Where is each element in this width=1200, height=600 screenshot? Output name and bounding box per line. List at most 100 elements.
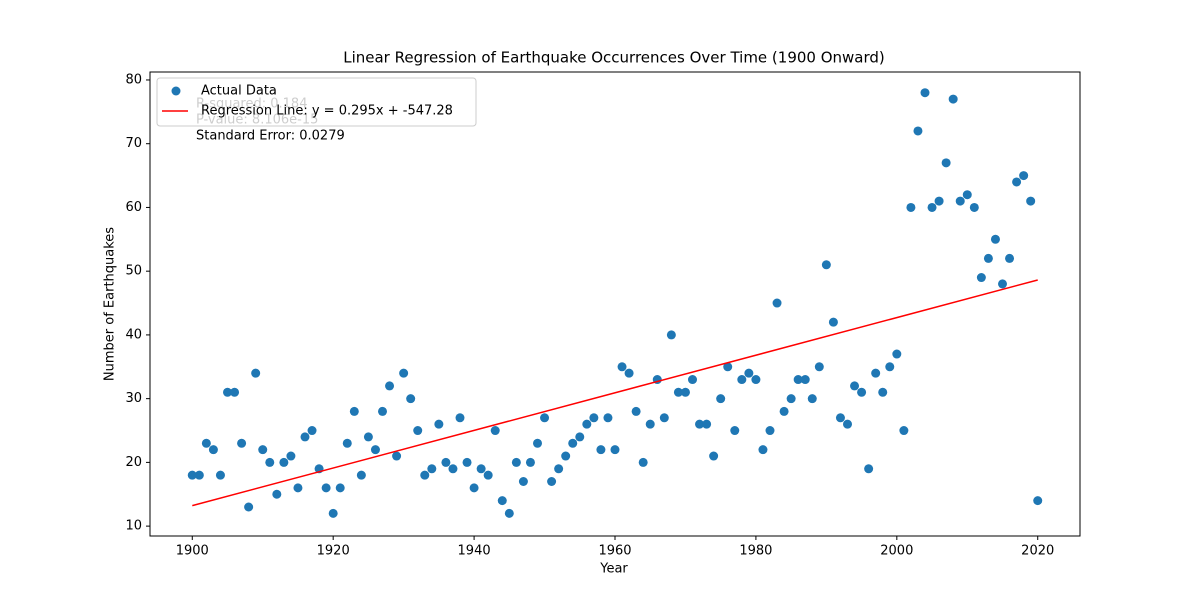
data-point: [850, 381, 860, 391]
data-point: [786, 394, 796, 404]
y-tick-label: 10: [125, 519, 142, 534]
data-point: [518, 477, 528, 487]
data-point: [716, 394, 726, 404]
data-point: [920, 88, 930, 98]
data-point: [413, 426, 423, 436]
data-point: [237, 438, 247, 448]
data-point: [843, 419, 852, 429]
x-tick-label: 1940: [458, 544, 491, 559]
data-point: [624, 368, 634, 378]
data-point: [1005, 253, 1015, 263]
x-tick-label: 1900: [176, 544, 209, 559]
data-point: [990, 234, 1000, 244]
data-point: [871, 368, 881, 378]
data-point: [547, 477, 557, 487]
data-point: [807, 394, 817, 404]
y-tick-label: 60: [125, 200, 142, 215]
data-point: [455, 413, 465, 423]
data-point: [793, 375, 803, 385]
data-point: [680, 387, 690, 397]
data-point: [765, 426, 775, 436]
data-point: [1026, 196, 1036, 206]
data-point: [702, 419, 712, 429]
data-point: [307, 426, 317, 436]
data-point: [779, 406, 789, 416]
data-point: [998, 279, 1007, 289]
data-point: [201, 438, 211, 448]
data-point: [695, 419, 705, 429]
data-point: [737, 375, 747, 385]
data-point: [582, 419, 592, 429]
x-tick-label: 1980: [739, 544, 772, 559]
data-point: [356, 470, 366, 480]
data-point: [828, 317, 838, 327]
data-point: [469, 483, 479, 493]
data-point: [187, 470, 197, 480]
data-point: [934, 196, 944, 206]
data-point: [1033, 496, 1043, 506]
data-point: [673, 387, 683, 397]
data-point: [751, 375, 761, 385]
x-tick-label: 2000: [880, 544, 913, 559]
data-point: [300, 432, 310, 442]
data-point: [948, 94, 958, 104]
data-point: [448, 464, 458, 474]
x-tick-label: 2020: [1021, 544, 1054, 559]
data-point: [349, 406, 359, 416]
data-point: [723, 362, 733, 372]
data-point: [497, 496, 507, 506]
data-point: [378, 406, 387, 416]
data-point: [864, 464, 874, 474]
data-point: [666, 330, 676, 340]
data-point: [525, 457, 535, 467]
data-point: [610, 445, 620, 455]
data-point: [730, 426, 740, 436]
y-tick-label: 50: [125, 264, 142, 279]
data-point: [892, 349, 902, 359]
data-point: [483, 470, 493, 480]
data-point: [279, 457, 289, 467]
data-point: [969, 202, 979, 212]
data-point: [441, 457, 451, 467]
y-tick-label: 80: [125, 72, 142, 87]
data-point: [244, 502, 254, 512]
data-point: [406, 394, 416, 404]
data-point: [603, 413, 613, 423]
x-tick-label: 1960: [598, 544, 631, 559]
data-point: [427, 464, 437, 474]
data-point: [230, 387, 240, 397]
x-tick-label: 1920: [317, 544, 350, 559]
data-point: [589, 413, 599, 423]
data-point: [363, 432, 373, 442]
legend-marker: [171, 86, 181, 96]
data-point: [659, 413, 669, 423]
data-point: [568, 438, 578, 448]
y-axis-label: Number of Earthquakes: [103, 227, 118, 381]
data-point: [490, 426, 500, 436]
data-point: [906, 202, 916, 212]
data-point: [434, 419, 444, 429]
y-tick-label: 30: [125, 391, 142, 406]
data-point: [420, 470, 430, 480]
data-point: [638, 457, 648, 467]
data-point: [533, 438, 542, 448]
data-point: [1019, 171, 1029, 181]
data-point: [392, 451, 402, 461]
data-point: [272, 489, 282, 499]
data-point: [983, 253, 993, 263]
data-point: [554, 464, 564, 474]
data-point: [476, 464, 486, 474]
data-point: [835, 413, 845, 423]
data-point: [335, 483, 345, 493]
data-point: [955, 196, 965, 206]
data-point: [899, 426, 909, 436]
chart-title: Linear Regression of Earthquake Occurren…: [343, 49, 885, 67]
data-point: [342, 438, 352, 448]
data-point: [885, 362, 895, 372]
data-point: [399, 368, 409, 378]
data-point: [758, 445, 768, 455]
data-point: [617, 362, 627, 372]
data-point: [511, 457, 521, 467]
data-point: [976, 273, 986, 283]
data-point: [709, 451, 719, 461]
